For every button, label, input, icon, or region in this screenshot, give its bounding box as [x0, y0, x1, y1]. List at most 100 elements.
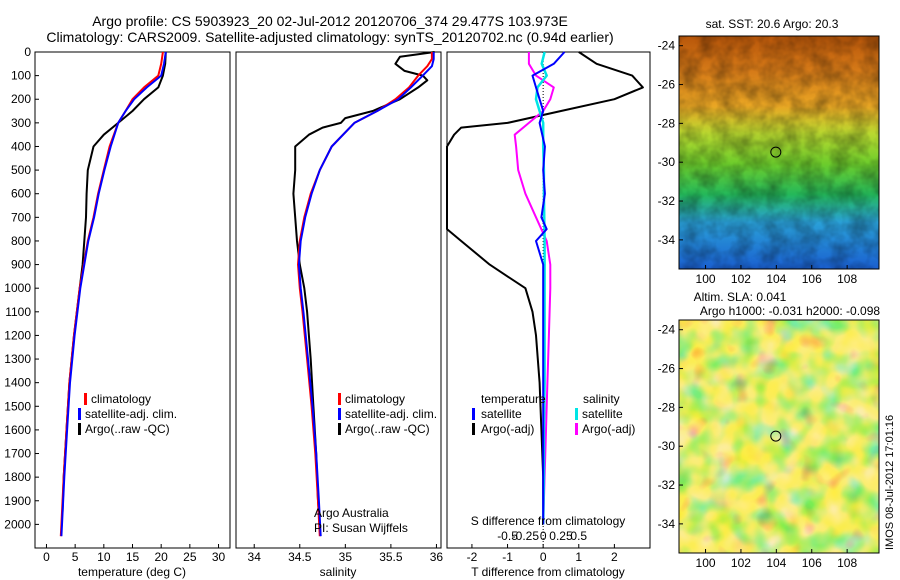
s-difference-tick-label: -0.5	[497, 529, 518, 543]
difference-legend: temperature salinity satellite Argo(-adj…	[472, 392, 635, 436]
t-difference-axis-label: T difference from climatology	[471, 565, 625, 579]
depth-axis-ticks: 0 100 200 300 400 500 600 700 800 900 1000 1100 1200…	[4, 45, 451, 531]
legend-climatology: climatology	[91, 392, 151, 406]
annotation-pi: PI: Susan Wijffels	[314, 521, 408, 535]
legend-swatch-argo	[78, 423, 81, 435]
depth-tick-label: 1400	[4, 376, 31, 390]
sst-map-frame	[678, 35, 880, 270]
series-line	[446, 51, 644, 525]
t-difference-tick-label: -2	[467, 550, 478, 564]
longitude-tick-label: 108	[837, 556, 857, 570]
legend-satellite-adj: satellite-adj. clim.	[85, 407, 177, 421]
t-difference-tick-label: 0	[540, 550, 547, 564]
salinity-tick-label: 35	[339, 550, 353, 564]
longitude-tick-label: 104	[766, 272, 786, 286]
difference-panel: -2 -1 0 1 2 -0.5-0.25 0 0.250.5 S difference f…	[446, 51, 651, 579]
t-difference-tick-label: 2	[611, 550, 618, 564]
temperature-axis-label: temperature (deg C)	[78, 565, 186, 579]
depth-tick-label: 1100	[5, 305, 31, 319]
latitude-tick-label: -32	[658, 478, 676, 492]
series-line	[292, 51, 435, 513]
temperature-axis-ticks: 0 5 10 15 20 25 30	[43, 544, 226, 564]
argo-location-marker	[770, 430, 782, 442]
legend-climatology: climatology	[345, 392, 405, 406]
depth-tick-label: 1000	[4, 281, 31, 295]
legend-t-argo: Argo(-adj)	[481, 422, 534, 436]
salinity-tick-label: 34	[248, 550, 262, 564]
temperature-tick-label: 25	[183, 550, 197, 564]
s-difference-tick-label: 0.25	[549, 529, 573, 543]
depth-tick-label: 600	[11, 187, 31, 201]
figure-title-line2: Climatology: CARS2009. Satellite-adjuste…	[46, 29, 613, 45]
sla-map-frame	[678, 319, 880, 554]
legend-satellite-adj: satellite-adj. clim.	[345, 407, 437, 421]
legend-swatch-argo	[338, 423, 341, 435]
s-difference-axis-label: S difference from climatology	[471, 514, 626, 528]
latitude-tick-label: -30	[658, 155, 676, 169]
latitude-tick-label: -24	[658, 39, 676, 53]
legend-swatch-climatology	[338, 393, 341, 405]
latitude-tick-label: -28	[658, 116, 676, 130]
legend-swatch-t-argo	[472, 423, 475, 435]
depth-tick-label: 1500	[4, 399, 31, 413]
salinity-axis-label: salinity	[320, 565, 357, 579]
latitude-tick-label: -34	[658, 517, 676, 531]
legend-argo: Argo(..raw -QC)	[85, 422, 170, 436]
t-difference-tick-label: 1	[575, 550, 582, 564]
latitude-tick-label: -30	[658, 439, 676, 453]
longitude-tick-label: 100	[696, 556, 716, 570]
depth-tick-label: 2000	[4, 517, 31, 531]
latitude-tick-label: -24	[658, 323, 676, 337]
legend-title-salinity: salinity	[583, 392, 620, 406]
t-difference-axis-ticks: -2 -1 0 1 2	[467, 544, 618, 564]
longitude-tick-label: 106	[802, 556, 822, 570]
latitude-tick-label: -26	[658, 78, 676, 92]
depth-tick-label: 1600	[4, 423, 31, 437]
depth-tick-label: 400	[11, 139, 31, 153]
depth-tick-label: 1900	[4, 494, 31, 508]
latitude-tick-label: -32	[658, 194, 676, 208]
latitude-tick-label: -28	[658, 400, 676, 414]
difference-plot-frame	[446, 51, 651, 549]
salinity-panel: 34 34.5 35 35.5 36 salinity climatology sate…	[235, 51, 444, 579]
annotation-argo-australia: Argo Australia	[314, 506, 389, 520]
figure-title-line1: Argo profile: CS 5903923_20 02-Jul-2012 …	[92, 13, 568, 29]
temperature-tick-label: 30	[212, 550, 226, 564]
s-difference-tick-label: -0.25	[512, 529, 540, 543]
legend-argo: Argo(..raw -QC)	[345, 422, 430, 436]
longitude-tick-label: 102	[731, 272, 751, 286]
s-difference-axis-ticks: -0.5-0.25 0 0.250.5	[497, 529, 587, 543]
temperature-panel: 0100200300400500600700800900100011001200…	[4, 45, 451, 579]
salinity-tick-label: 35.5	[379, 550, 403, 564]
sla-map-title-line1: Altim. SLA: 0.041	[694, 290, 787, 304]
depth-tick-label: 800	[11, 234, 31, 248]
series-line	[297, 52, 435, 537]
depth-tick-label: 1800	[4, 470, 31, 484]
temperature-plot-frame	[34, 51, 231, 549]
legend-swatch-s-satellite	[575, 408, 578, 420]
imos-timestamp-label: IMOS 08-Jul-2012 17:01:16	[884, 415, 896, 550]
legend-swatch-satellite	[338, 408, 341, 420]
sst-map-ticks: 100 102 104 106 108 -24 -26 -28 -30 -32 -34	[658, 39, 858, 286]
temperature-tick-label: 0	[43, 550, 50, 564]
legend-swatch-s-argo	[575, 423, 578, 435]
temperature-tick-label: 15	[126, 550, 140, 564]
sla-map: Altim. SLA: 0.041 Argo h1000: -0.031 h20…	[658, 290, 881, 570]
series-line	[531, 51, 566, 525]
depth-tick-label: 1200	[4, 328, 31, 342]
longitude-tick-label: 104	[766, 556, 786, 570]
depth-tick-label: 900	[11, 258, 31, 272]
legend-s-satellite: satellite	[582, 407, 623, 421]
depth-tick-label: 500	[11, 163, 31, 177]
sst-texture	[679, 36, 879, 269]
salinity-tick-label: 36	[430, 550, 444, 564]
argo-location-marker	[770, 146, 782, 158]
sla-map-ticks: 100 102 104 106 108 -24 -26 -28 -30 -32 -34	[658, 323, 858, 570]
depth-tick-label: 1300	[4, 352, 31, 366]
depth-tick-label: 0	[24, 45, 31, 59]
legend-swatch-t-satellite	[472, 408, 475, 420]
difference-profiles	[446, 51, 644, 525]
longitude-tick-label: 102	[731, 556, 751, 570]
temperature-profiles	[59, 51, 167, 537]
